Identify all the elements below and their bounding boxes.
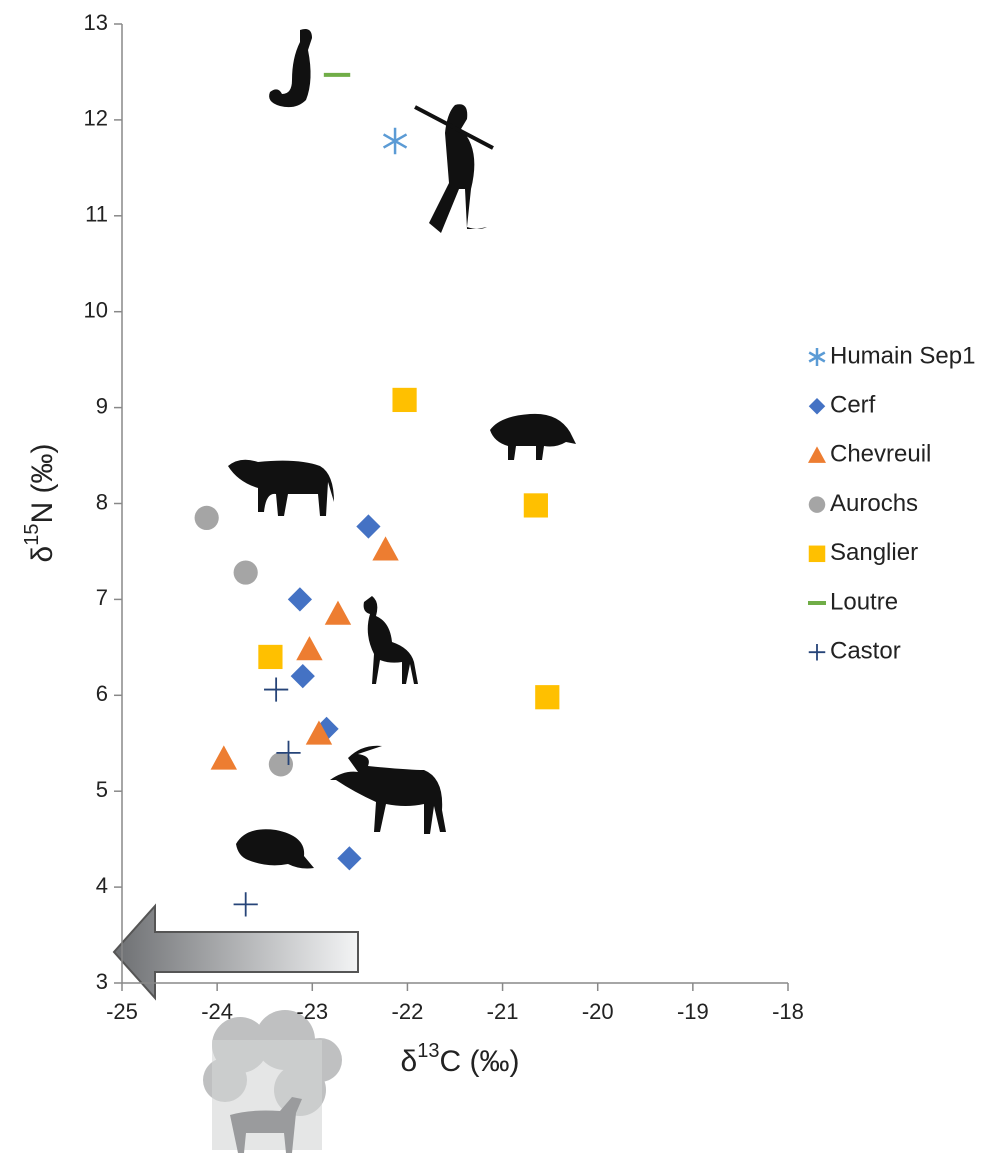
point (290, 664, 315, 689)
point (268, 752, 293, 777)
point (523, 493, 548, 518)
legend-label: Aurochs (830, 490, 918, 517)
legend-marker (808, 348, 826, 366)
y-tick-label: 3 (96, 969, 108, 994)
y-tick-label: 10 (84, 298, 108, 323)
point (356, 514, 381, 539)
silhouettes (228, 29, 576, 869)
point (210, 745, 238, 770)
point (337, 846, 362, 871)
point (287, 587, 313, 612)
x-tick-label: -18 (772, 999, 804, 1024)
point (264, 677, 289, 702)
y-tick-label: 12 (84, 106, 108, 131)
x-tick-label: -23 (296, 999, 328, 1024)
point (233, 560, 258, 585)
point (276, 740, 301, 765)
legend-label: Humain Sep1 (830, 342, 975, 369)
point (314, 716, 339, 741)
x-tick-label: -20 (582, 999, 614, 1024)
point (372, 536, 399, 561)
x-tick-label: -19 (677, 999, 709, 1024)
point (258, 644, 283, 670)
y-tick-label: 4 (96, 873, 108, 898)
x-axis-title: δ13C (‰) (401, 1040, 520, 1078)
y-tick-label: 11 (85, 202, 108, 227)
arrow (112, 903, 359, 1001)
point (194, 505, 219, 530)
legend-marker (808, 496, 826, 513)
x-tick-label: -24 (201, 999, 233, 1024)
y-tick-label: 6 (96, 681, 108, 706)
legend-marker (808, 545, 826, 563)
legend-marker (808, 397, 826, 415)
legend-marker (808, 446, 826, 463)
legend-label: Loutre (830, 588, 898, 615)
legend-label: Cerf (830, 392, 876, 419)
point (233, 892, 258, 917)
x-tick-label: -21 (487, 999, 519, 1024)
legend-label: Castor (830, 638, 901, 665)
point (392, 387, 417, 413)
y-tick-label: 9 (96, 393, 108, 418)
y-tick-label: 8 (96, 489, 108, 514)
point (296, 636, 323, 661)
x-tick-label: -22 (392, 999, 424, 1024)
point (382, 127, 408, 155)
y-tick-label: 13 (84, 10, 108, 35)
y-tick-label: 7 (96, 585, 108, 610)
y-tick-label: 5 (96, 777, 108, 802)
point (535, 685, 560, 710)
legend-marker (808, 643, 826, 661)
x-tick-label: -25 (106, 999, 138, 1024)
point (305, 720, 333, 745)
point (324, 600, 352, 625)
y-axis-title: δ15N (‰) (21, 444, 59, 563)
legend-label: Chevreuil (830, 441, 931, 468)
forest-image (203, 1010, 342, 1153)
legend-label: Sanglier (830, 539, 918, 566)
